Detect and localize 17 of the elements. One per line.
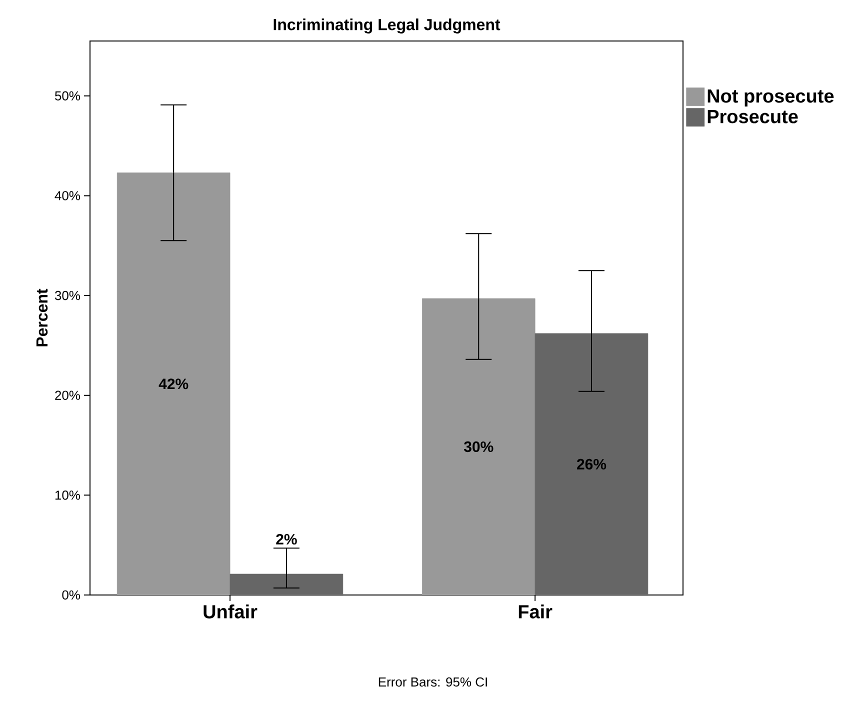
y-tick-label: 0%	[62, 590, 80, 600]
y-tick-label: 50%	[54, 91, 80, 100]
y-tick-label: 20%	[55, 390, 80, 400]
data-label: 30%	[464, 441, 494, 452]
legend-label: Prosecute	[708, 110, 798, 124]
y-tick-label: 10%	[55, 490, 80, 500]
x-tick-label: Unfair	[204, 604, 258, 618]
chart-title: Incriminating Legal Judgment	[274, 18, 500, 34]
y-tick-label: 30%	[54, 290, 80, 300]
data-label: 42%	[158, 378, 188, 390]
y-tick-label: 40%	[54, 191, 80, 200]
data-label: 2%	[276, 534, 297, 545]
y-axis-title: Percent	[36, 288, 48, 346]
text: Error Bars: 95% CI	[378, 677, 487, 687]
data-label: 26%	[577, 458, 606, 470]
x-tick-label: Fair	[518, 604, 552, 618]
legend-label: Not prosecute	[708, 89, 834, 106]
